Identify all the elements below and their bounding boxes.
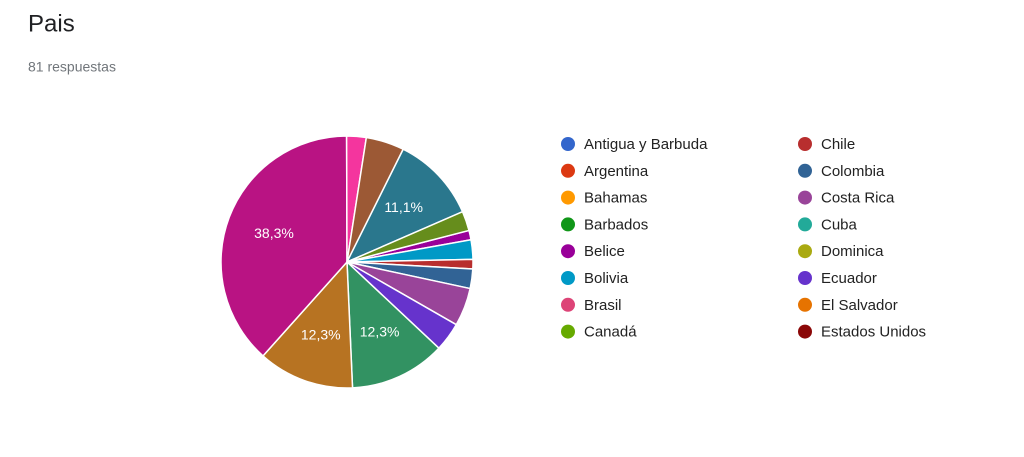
legend-label: Bahamas bbox=[584, 190, 647, 207]
slice-label: 38,3% bbox=[254, 225, 294, 241]
slice-label: 12,3% bbox=[360, 324, 400, 340]
legend-label: Estados Unidos bbox=[821, 324, 926, 341]
legend-label: Costa Rica bbox=[821, 190, 895, 207]
pie-slice bbox=[220, 135, 348, 357]
slice-label: 12,3% bbox=[301, 326, 341, 342]
legend-label: Belice bbox=[584, 243, 625, 260]
legend-label: El Salvador bbox=[821, 297, 898, 314]
legend-swatch bbox=[798, 217, 812, 232]
legend-label: Brasil bbox=[584, 297, 622, 314]
legend-swatch bbox=[798, 324, 812, 339]
chart-subtitle: 81 respuestas bbox=[28, 59, 116, 75]
pie-slice bbox=[346, 260, 440, 389]
legend-swatch bbox=[561, 190, 575, 205]
legend-swatch bbox=[798, 297, 812, 312]
legend-label: Argentina bbox=[584, 163, 649, 180]
legend-swatch bbox=[561, 163, 575, 178]
legend-label: Ecuador bbox=[821, 270, 877, 287]
legend-swatch bbox=[561, 271, 575, 285]
legend-swatch bbox=[561, 297, 575, 312]
legend-label: Barbados bbox=[584, 216, 648, 233]
legend-swatch bbox=[561, 217, 575, 232]
legend-swatch bbox=[561, 137, 575, 151]
legend-label: Canadá bbox=[584, 324, 637, 341]
legend-swatch bbox=[561, 324, 575, 339]
legend-label: Chile bbox=[821, 136, 855, 153]
legend-swatch bbox=[798, 163, 812, 178]
legend-swatch bbox=[798, 190, 812, 205]
chart-title: Pais bbox=[28, 10, 75, 37]
legend-label: Cuba bbox=[821, 216, 858, 233]
pie-slice bbox=[346, 210, 470, 263]
legend-label: Bolivia bbox=[584, 270, 629, 287]
legend-swatch bbox=[798, 244, 812, 259]
legend-swatch bbox=[561, 244, 575, 259]
legend-label: Dominica bbox=[821, 243, 884, 260]
legend-swatch bbox=[798, 271, 812, 285]
legend-swatch bbox=[798, 137, 812, 151]
legend-label: Antigua y Barbuda bbox=[584, 136, 708, 153]
pie-slice bbox=[261, 260, 354, 389]
pie-slice bbox=[345, 148, 464, 264]
legend-label: Colombia bbox=[821, 163, 885, 180]
slice-label: 11,1% bbox=[384, 199, 423, 215]
